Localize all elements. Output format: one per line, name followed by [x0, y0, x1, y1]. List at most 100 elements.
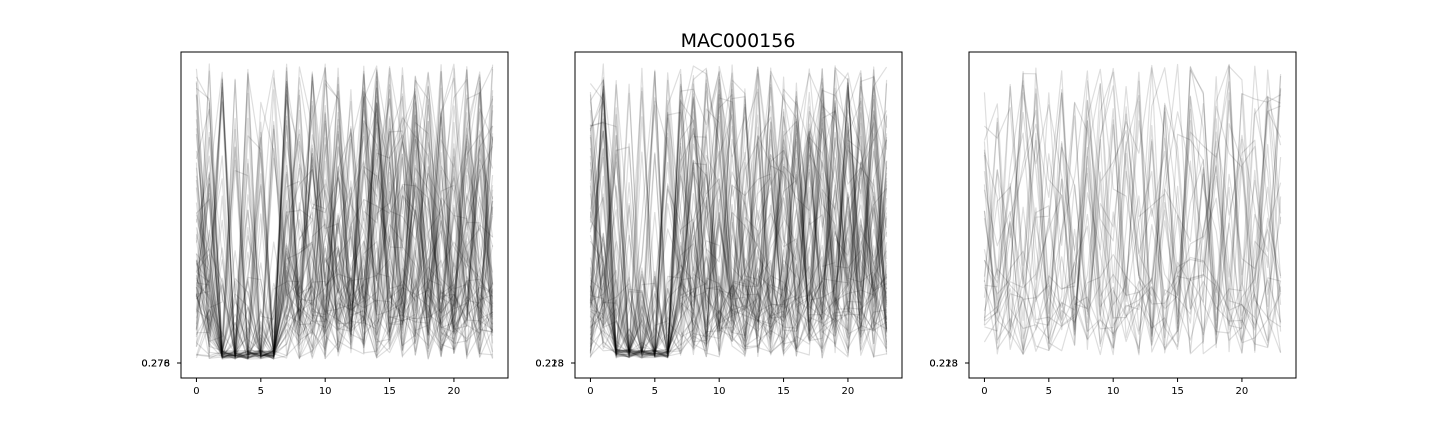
series-line — [589, 91, 888, 358]
series-line — [196, 74, 494, 358]
series-line — [589, 65, 888, 357]
series-line — [195, 95, 494, 357]
series-line — [195, 79, 494, 359]
series-line — [589, 123, 888, 358]
series-line — [590, 66, 888, 357]
series-line — [589, 112, 888, 357]
series-line — [983, 92, 1282, 353]
series-line — [195, 76, 493, 359]
series-line — [196, 87, 494, 360]
series-line — [195, 70, 493, 358]
series-line — [983, 65, 1282, 335]
series-line — [590, 68, 888, 358]
series-line — [589, 111, 888, 357]
series-line — [195, 169, 494, 358]
series-line — [195, 92, 494, 359]
series-line — [589, 65, 888, 359]
series-line — [589, 67, 888, 357]
series-line — [589, 79, 888, 359]
x-tick-label: 0 — [193, 386, 199, 397]
series-line — [195, 79, 493, 357]
series-line — [196, 115, 494, 359]
series-line — [984, 70, 1282, 356]
y-tick-label: 0.223 — [929, 359, 958, 370]
series-line — [195, 70, 494, 360]
series-line — [195, 69, 494, 360]
series-line — [983, 63, 1282, 350]
series-line — [196, 77, 494, 359]
series-line — [983, 69, 1282, 336]
series-line — [195, 68, 494, 357]
y-tick-label: 0.218 — [929, 359, 958, 370]
series-line — [589, 82, 888, 358]
series-line — [983, 86, 1282, 356]
series-line — [195, 68, 494, 360]
series-line — [195, 73, 494, 356]
series-line — [589, 85, 888, 358]
series-line — [589, 73, 888, 353]
series-line — [196, 77, 494, 360]
series-line — [195, 88, 494, 359]
y-tick-label: 0.223 — [535, 359, 564, 370]
series-line — [589, 77, 888, 357]
x-tick-label: 0 — [587, 386, 593, 397]
x-tick-label: 20 — [842, 386, 855, 397]
series-line — [589, 88, 888, 355]
series-line — [589, 83, 888, 359]
series-line — [589, 73, 888, 359]
series-line — [589, 79, 888, 356]
series-line — [195, 83, 494, 360]
series-line — [589, 76, 888, 358]
series-line — [589, 68, 887, 356]
series-line — [984, 92, 1282, 354]
series-line — [590, 75, 888, 356]
series-line — [589, 76, 888, 359]
series-line — [589, 169, 888, 354]
series-line — [195, 67, 494, 356]
series-line — [195, 101, 494, 360]
series-line — [589, 82, 888, 355]
series-line — [983, 81, 1281, 352]
y-tick-label: 0.278 — [141, 359, 170, 370]
series-line — [983, 101, 1281, 351]
series-line — [195, 66, 494, 359]
series-line — [195, 67, 494, 360]
series-line — [589, 152, 888, 358]
x-tick-label: 0 — [981, 386, 987, 397]
series-line — [589, 74, 887, 359]
series-line — [195, 68, 494, 356]
series-line — [983, 80, 1282, 349]
series-line — [590, 83, 888, 355]
series-line — [983, 152, 1281, 353]
series-line — [589, 70, 888, 358]
series-line — [983, 65, 1282, 352]
series-line — [589, 79, 888, 354]
series-line — [589, 94, 888, 358]
series-line — [590, 96, 888, 358]
series-line — [983, 63, 1282, 355]
x-tick-label: 20 — [1236, 386, 1249, 397]
series-line — [589, 68, 888, 358]
series-line — [589, 95, 888, 358]
series-line — [195, 108, 494, 357]
y-tick-label: 0.276 — [141, 359, 170, 370]
series-line — [983, 71, 1282, 339]
series-line — [196, 65, 494, 360]
series-line — [983, 67, 1282, 355]
series-line — [589, 70, 888, 357]
series-line — [195, 133, 494, 359]
series-line — [590, 117, 888, 358]
series-line — [984, 70, 1282, 341]
series-line — [589, 67, 888, 359]
series-line — [195, 132, 494, 358]
x-tick-label: 15 — [1171, 386, 1184, 397]
series-line — [195, 63, 494, 359]
series-line — [589, 71, 888, 354]
series-line — [589, 69, 888, 357]
series-line — [195, 139, 494, 358]
axes-frame — [574, 51, 903, 379]
series-line — [195, 69, 494, 360]
series-line — [195, 80, 494, 359]
series-line — [983, 65, 1281, 349]
traces-middle — [589, 63, 888, 359]
